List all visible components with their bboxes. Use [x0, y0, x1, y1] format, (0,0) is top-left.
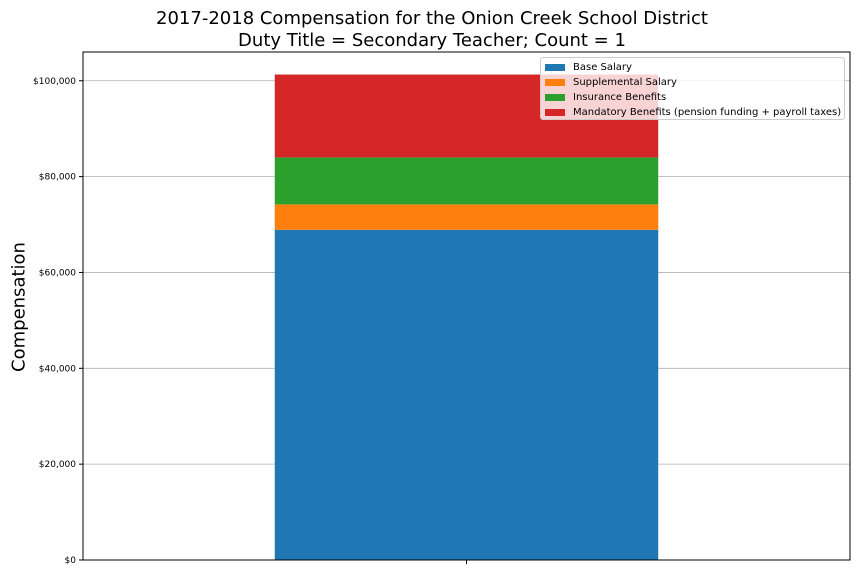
- legend-label: Base Salary: [573, 62, 632, 73]
- legend-swatch: [545, 64, 565, 71]
- bar-segment-insurance: [274, 157, 659, 205]
- legend-item: Base Salary: [545, 60, 844, 75]
- legend-swatch: [545, 79, 565, 86]
- stacked-bar: [274, 74, 659, 561]
- legend-label: Supplemental Salary: [573, 77, 677, 88]
- legend: Base Salary Supplemental Salary Insurance …: [540, 57, 845, 120]
- y-tick-label: $60,000: [39, 268, 76, 278]
- legend-swatch: [545, 109, 565, 116]
- y-tick-label: $0: [65, 556, 77, 566]
- y-axis-ticks: $0 $20,000 $40,000 $60,000 $80,000 $100,000: [33, 77, 467, 566]
- y-tick-label: $100,000: [33, 77, 76, 87]
- y-tick-label: $80,000: [39, 173, 76, 183]
- y-tick-label: $20,000: [39, 460, 76, 470]
- y-axis-label: Compensation: [8, 242, 30, 372]
- legend-item: Supplemental Salary: [545, 75, 844, 90]
- legend-item: Mandatory Benefits (pension funding + pa…: [545, 105, 844, 120]
- y-tick-label: $40,000: [39, 364, 76, 374]
- legend-item: Insurance Benefits: [545, 90, 844, 105]
- legend-swatch: [545, 94, 565, 101]
- chart-subtitle: Duty Title = Secondary Teacher; Count = …: [238, 30, 626, 51]
- bar-segment-supplemental: [274, 204, 659, 230]
- bar-segment-base: [274, 229, 659, 561]
- legend-label: Insurance Benefits: [573, 92, 667, 103]
- chart-title: 2017-2018 Compensation for the Onion Cre…: [156, 8, 708, 29]
- legend-label: Mandatory Benefits (pension funding + pa…: [573, 107, 842, 118]
